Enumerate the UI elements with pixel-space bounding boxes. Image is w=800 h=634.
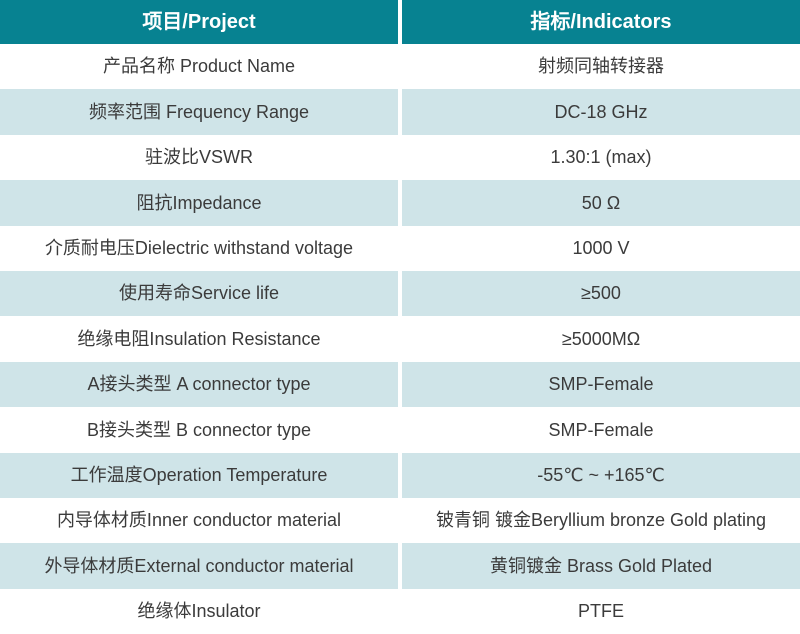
indicator-cell: 黄铜镀金 Brass Gold Plated: [402, 543, 800, 589]
table-row: 驻波比VSWR 1.30:1 (max): [0, 134, 800, 181]
table-row: 阻抗Impedance 50 Ω: [0, 180, 800, 226]
indicator-cell: -55℃ ~ +165℃: [402, 452, 800, 498]
table-row: 使用寿命Service life ≥500: [0, 270, 800, 317]
indicator-cell: DC-18 GHz: [402, 89, 800, 135]
project-cell: 外导体材质External conductor material: [0, 543, 398, 589]
project-cell: 频率范围 Frequency Range: [0, 89, 398, 135]
indicator-cell: 1000 V: [402, 225, 800, 271]
table-row: 频率范围 Frequency Range DC-18 GHz: [0, 89, 800, 135]
table-row: 工作温度Operation Temperature -55℃ ~ +165℃: [0, 452, 800, 498]
table-row: 内导体材质Inner conductor material 铍青铜 镀金Bery…: [0, 497, 800, 544]
indicator-cell: ≥500: [402, 270, 800, 317]
table-body: 产品名称 Product Name 射频同轴转接器 频率范围 Frequency…: [0, 44, 800, 634]
table-row: 外导体材质External conductor material 黄铜镀金 Br…: [0, 543, 800, 589]
indicator-cell: PTFE: [402, 588, 800, 634]
project-cell: 介质耐电压Dielectric withstand voltage: [0, 225, 398, 271]
project-cell: 驻波比VSWR: [0, 134, 398, 181]
indicator-cell: SMP-Female: [402, 361, 800, 408]
project-cell: 绝缘电阻Insulation Resistance: [0, 316, 398, 362]
table-row: 绝缘电阻Insulation Resistance ≥5000MΩ: [0, 316, 800, 362]
project-cell: 内导体材质Inner conductor material: [0, 497, 398, 544]
indicator-cell: 50 Ω: [402, 180, 800, 226]
indicator-cell: SMP-Female: [402, 407, 800, 453]
table-row: 产品名称 Product Name 射频同轴转接器: [0, 44, 800, 90]
table-row: B接头类型 B connector type SMP-Female: [0, 407, 800, 453]
project-cell: 使用寿命Service life: [0, 270, 398, 317]
project-cell: B接头类型 B connector type: [0, 407, 398, 453]
project-cell: A接头类型 A connector type: [0, 361, 398, 408]
indicator-cell: 1.30:1 (max): [402, 134, 800, 181]
table-row: A接头类型 A connector type SMP-Female: [0, 361, 800, 408]
header-cell-indicators: 指标/Indicators: [402, 0, 800, 44]
table-row: 绝缘体Insulator PTFE: [0, 588, 800, 634]
table-header-row: 项目/Project 指标/Indicators: [0, 0, 800, 44]
project-cell: 产品名称 Product Name: [0, 44, 398, 90]
header-cell-project: 项目/Project: [0, 0, 398, 44]
project-cell: 绝缘体Insulator: [0, 588, 398, 634]
table-row: 介质耐电压Dielectric withstand voltage 1000 V: [0, 225, 800, 271]
indicator-cell: 射频同轴转接器: [402, 44, 800, 90]
indicator-cell: 铍青铜 镀金Beryllium bronze Gold plating: [402, 497, 800, 544]
project-cell: 阻抗Impedance: [0, 180, 398, 226]
project-cell: 工作温度Operation Temperature: [0, 452, 398, 498]
indicator-cell: ≥5000MΩ: [402, 316, 800, 362]
